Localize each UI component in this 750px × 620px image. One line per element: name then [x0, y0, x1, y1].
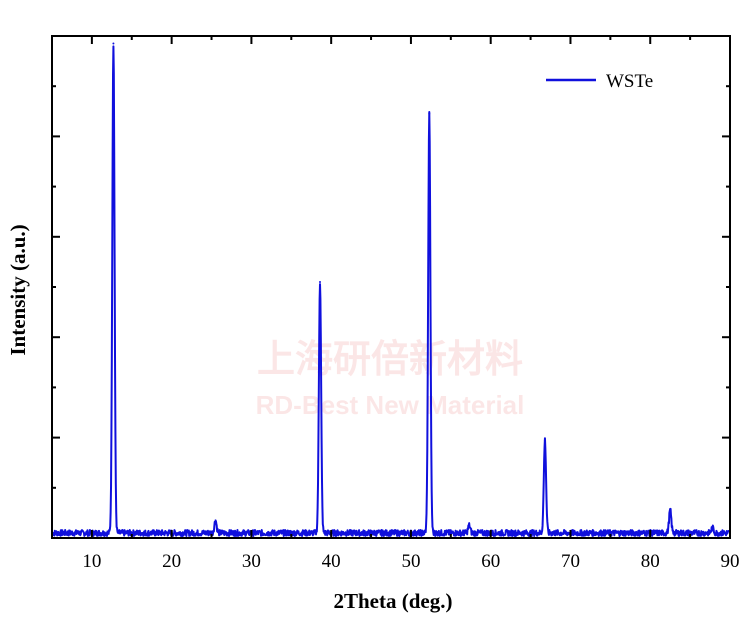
peak-point — [428, 112, 431, 115]
x-tick-label: 50 — [401, 551, 420, 572]
x-tick-label: 40 — [322, 551, 341, 572]
peak-point — [669, 509, 672, 512]
watermark: 上海研倍新材料 RD-Best New Material — [256, 337, 525, 420]
watermark-chinese: 上海研倍新材料 — [257, 337, 523, 381]
peak-point — [711, 526, 714, 529]
plot-frame — [51, 35, 731, 539]
x-tick-label: 60 — [481, 551, 500, 572]
legend: WSTe — [546, 71, 653, 92]
x-tick-label: 70 — [561, 551, 580, 572]
watermark-english: RD-Best New Material — [256, 390, 525, 420]
peak-point — [543, 439, 546, 442]
legend-label-wste: WSTe — [606, 71, 653, 92]
peak-point — [468, 524, 471, 527]
series-line-wste — [51, 45, 731, 537]
x-tick-label: 30 — [242, 551, 261, 572]
x-tick-label: 10 — [82, 551, 101, 572]
peak-point — [112, 42, 115, 45]
series-layer — [51, 42, 731, 537]
peak-point — [214, 519, 217, 522]
x-tick-label: 80 — [641, 551, 660, 572]
axis-ticks — [51, 35, 731, 539]
y-axis-title: Intensity (a.u.) — [6, 224, 30, 355]
peak-point — [319, 280, 322, 283]
x-tick-label: 20 — [162, 551, 181, 572]
x-axis-title: 2Theta (deg.) — [334, 589, 453, 613]
x-tick-label: 90 — [721, 551, 740, 572]
x-tick-labels: 10 20 30 40 50 60 70 80 90 — [82, 551, 739, 572]
